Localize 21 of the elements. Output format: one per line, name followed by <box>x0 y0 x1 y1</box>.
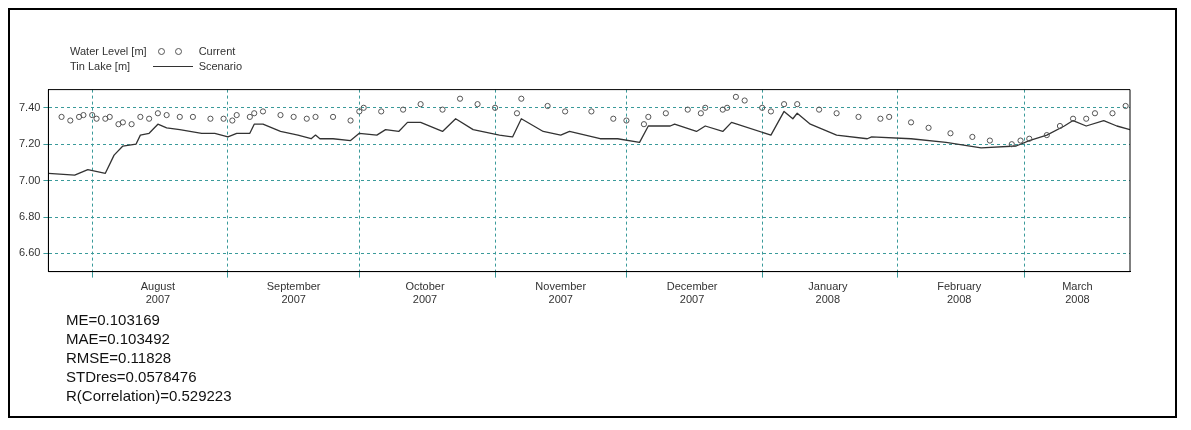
y-tick-label: 7.40 <box>18 100 41 113</box>
text: Water Level [m] Tin Lake [m] <box>70 45 147 72</box>
y-tick-label: 6.60 <box>18 246 41 259</box>
x-tick-label: March 2008 <box>1062 280 1093 306</box>
x-tick-label: September 2007 <box>266 280 321 306</box>
y-tick-label: 7.20 <box>18 137 41 150</box>
x-tick-label: January 2008 <box>808 280 848 306</box>
text: STDres=0.0578476 <box>66 367 198 386</box>
text: MAE=0.103492 <box>66 329 171 348</box>
x-tick-label: November 2007 <box>535 280 587 306</box>
y-tick-label: 6.80 <box>18 210 41 223</box>
text: R(Correlation)=0.529223 <box>66 386 233 405</box>
x-tick-label: August 2007 <box>140 280 176 306</box>
legend-label: Current <box>198 44 237 59</box>
text: ME=0.103169 <box>66 310 161 329</box>
x-tick-label: October 2007 <box>405 280 445 306</box>
legend-label: Scenario <box>198 59 243 74</box>
x-tick-label: December 2007 <box>666 280 718 306</box>
text: RMSE=0.11828 <box>66 348 173 367</box>
y-tick-label: 7.00 <box>18 173 41 186</box>
x-tick-label: February 2008 <box>937 280 982 306</box>
